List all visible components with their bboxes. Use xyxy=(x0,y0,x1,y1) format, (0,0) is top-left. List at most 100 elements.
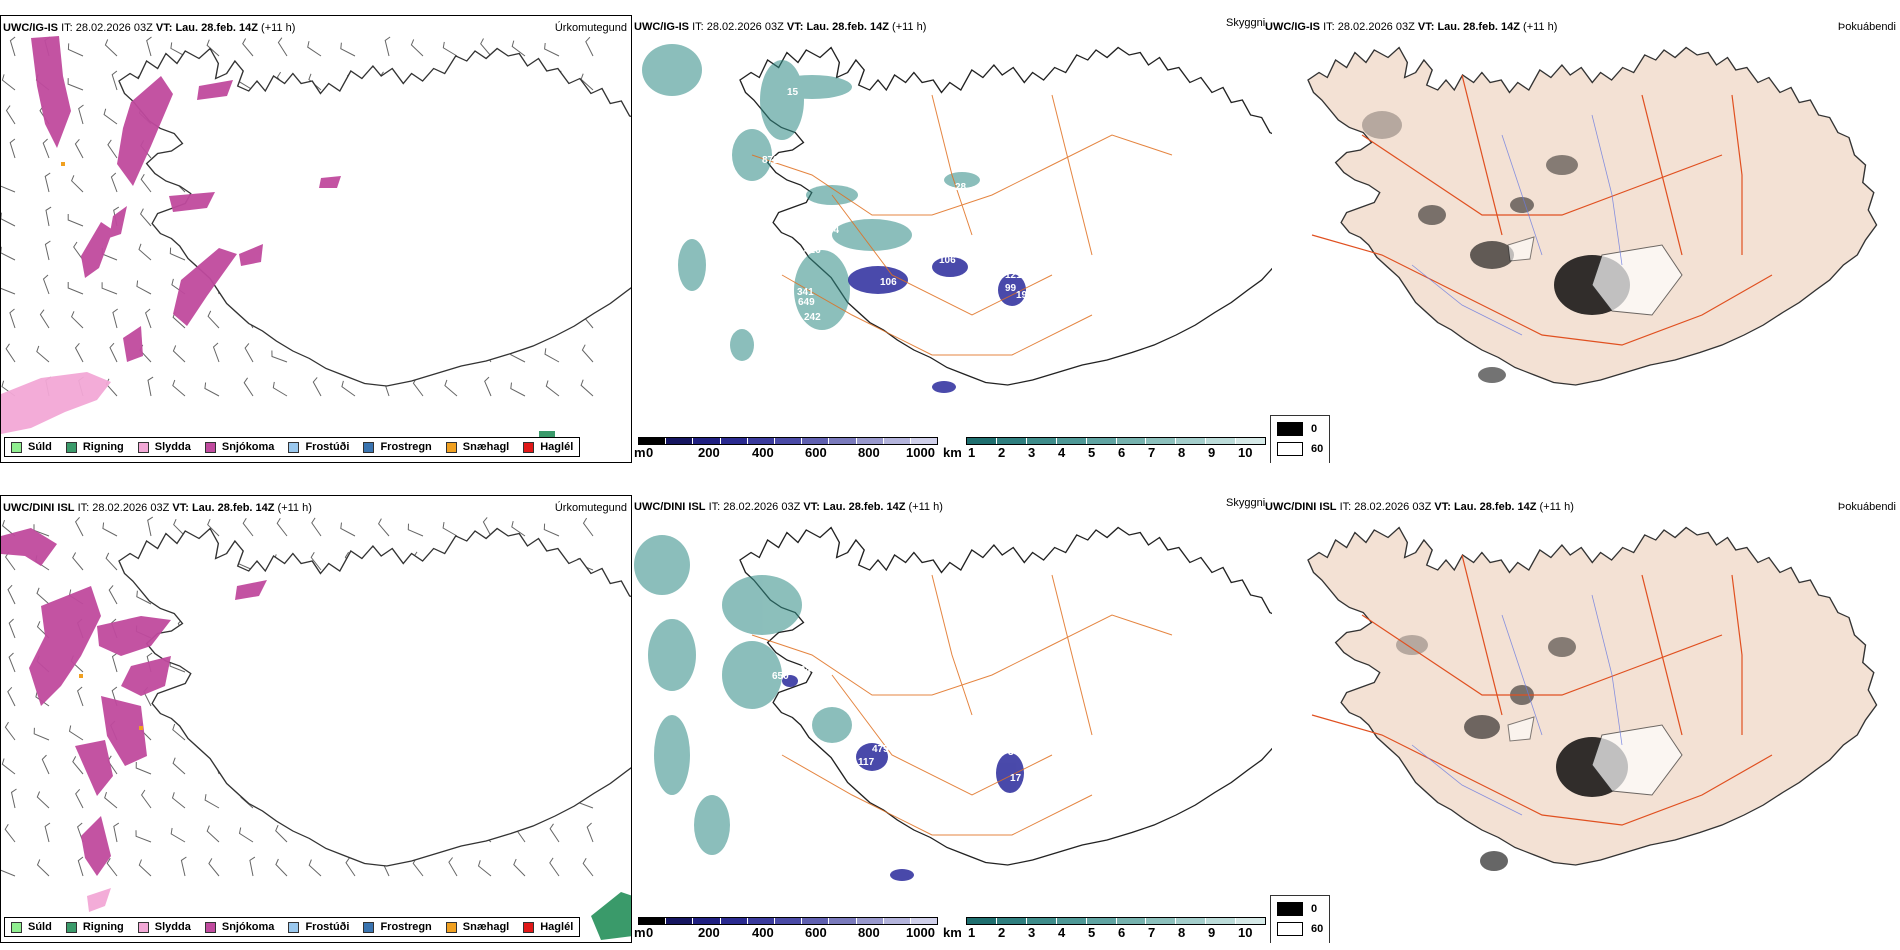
ceiling-colorbar-segment xyxy=(693,918,721,924)
road-network xyxy=(751,94,1173,356)
vt-label: VT: xyxy=(172,502,189,514)
snow-areas xyxy=(31,36,341,362)
visibility-map: 650 934 390 475 117 34 17 xyxy=(634,526,1272,881)
snow-areas xyxy=(1,528,267,876)
snow-pellet-spots xyxy=(79,674,143,730)
wind-barb xyxy=(110,172,118,193)
it-label: IT: xyxy=(77,502,90,514)
visibility-colorbar-segment xyxy=(1146,438,1177,444)
visibility-colorbar-segment xyxy=(1026,918,1057,924)
vt-label: VT: xyxy=(786,21,804,33)
wind-barb xyxy=(75,788,84,809)
precip-map xyxy=(1,516,631,940)
wind-barb xyxy=(448,857,458,877)
wind-barb xyxy=(8,652,16,673)
visibility-colorbar-segment xyxy=(1146,918,1177,924)
ceiling-colorbar-segment xyxy=(666,438,694,444)
wind-barb xyxy=(42,138,50,159)
vt-value: Lau. 28.feb. 14Z xyxy=(175,22,258,34)
wind-barb xyxy=(67,282,84,295)
wind-barb xyxy=(74,138,84,159)
wind-barb xyxy=(206,825,220,843)
wind-barb xyxy=(140,173,152,193)
ceiling-colorbar-segment xyxy=(774,918,803,924)
svg-text:121: 121 xyxy=(1005,270,1022,281)
model-name: UWC/IG-IS xyxy=(634,21,689,33)
legend-item-snow: Snjókoma xyxy=(204,921,274,933)
legend-item-hail: Haglél xyxy=(523,441,573,453)
svg-text:341: 341 xyxy=(797,287,814,298)
ceiling-colorbar-segment xyxy=(856,438,884,444)
wind-barb xyxy=(36,859,50,877)
wind-barb xyxy=(207,310,220,329)
wind-barb xyxy=(147,376,154,397)
wind-barb xyxy=(112,308,118,329)
wind-barb xyxy=(1,287,16,295)
wind-barb xyxy=(340,42,356,57)
road-network xyxy=(1311,74,1773,346)
visibility-colorbar-segment xyxy=(1056,918,1087,924)
wind-barb xyxy=(480,38,492,57)
visibility-colorbar-segment xyxy=(1206,438,1237,444)
wind-barb xyxy=(169,247,186,261)
iceland-coastline xyxy=(1307,46,1878,386)
visibility-colorbar-unit: km xyxy=(943,445,962,460)
wind-barb xyxy=(4,823,16,843)
wind-barb xyxy=(67,78,84,91)
wind-barb xyxy=(308,859,322,877)
wind-barb xyxy=(242,38,254,57)
wind-barb xyxy=(585,36,594,57)
wind-barb xyxy=(410,39,424,57)
svg-text:28: 28 xyxy=(955,182,967,193)
visibility-colorbar-segment xyxy=(1116,918,1147,924)
visibility-colorbar-ticks: 1 2 3 4 5 6 7 8 9 10 xyxy=(968,925,1253,940)
ceiling-colorbar-ticks: 0 200 400 600 800 1000 xyxy=(646,925,935,940)
ceiling-colorbar-segment xyxy=(883,438,911,444)
wind-barb xyxy=(7,584,16,605)
ceiling-value-labels: 650 934 390 475 117 34 17 xyxy=(722,665,1022,784)
precip-panel-row2: UWC/DINI ISL IT: 28.02.2026 03Z VT: Lau.… xyxy=(0,495,632,943)
model-name: UWC/IG-IS xyxy=(1265,21,1320,33)
wind-barb xyxy=(580,379,594,397)
it-label: IT: xyxy=(1323,21,1335,33)
lead-time: (+11 h) xyxy=(1539,501,1574,513)
wind-barb xyxy=(44,822,51,843)
wind-barb xyxy=(45,206,52,227)
wind-barb xyxy=(581,344,594,363)
wind-barb xyxy=(103,108,118,125)
legend-item-freezing-rain: Frostregn xyxy=(363,921,432,933)
panel-title-visibility: Skyggni xyxy=(1226,17,1266,29)
wind-barb xyxy=(170,827,186,843)
panel-title-fog: Þokuábendi xyxy=(1837,21,1896,33)
svg-text:325: 325 xyxy=(777,197,794,208)
fog-map xyxy=(1307,526,1878,871)
legend-item-snow-pellets: Snæhagl xyxy=(445,441,509,453)
visibility-colorbar-segment xyxy=(967,438,997,444)
vt-value: Lau. 28.feb. 14Z xyxy=(191,502,275,514)
fog-legend: 0 60 xyxy=(1270,415,1330,463)
it-value: 28.02.2026 03Z xyxy=(706,21,784,33)
lead-time: (+11 h) xyxy=(261,22,296,34)
wind-barb xyxy=(36,587,50,605)
wind-barb xyxy=(1,758,16,775)
wind-barb xyxy=(442,522,458,537)
wind-barb xyxy=(145,308,152,329)
legend-item-rain: Rigning xyxy=(65,441,124,453)
wind-barb xyxy=(74,516,84,537)
wind-barb xyxy=(36,791,50,809)
panel-header: UWC/DINI ISL IT: 28.02.2026 03Z VT: Lau.… xyxy=(3,502,312,514)
wind-barb xyxy=(170,42,186,57)
wind-barb xyxy=(180,856,187,877)
wind-barb xyxy=(172,379,186,397)
wind-barb xyxy=(172,757,186,775)
wind-barb xyxy=(67,214,84,227)
panel-title-precip: Úrkomutegund xyxy=(554,22,627,34)
it-value: 28.02.2026 03Z xyxy=(75,22,153,34)
svg-text:935: 935 xyxy=(754,342,771,353)
wind-barb xyxy=(407,523,424,537)
visibility-colorbar-ticks: 1 2 3 4 5 6 7 8 9 10 xyxy=(968,445,1253,460)
wind-barb xyxy=(33,727,50,741)
fog-panel-row1: UWC/IG-IS IT: 28.02.2026 03Z VT: Lau. 28… xyxy=(1262,15,1900,463)
wind-barb xyxy=(71,311,84,329)
svg-text:106: 106 xyxy=(939,255,956,266)
